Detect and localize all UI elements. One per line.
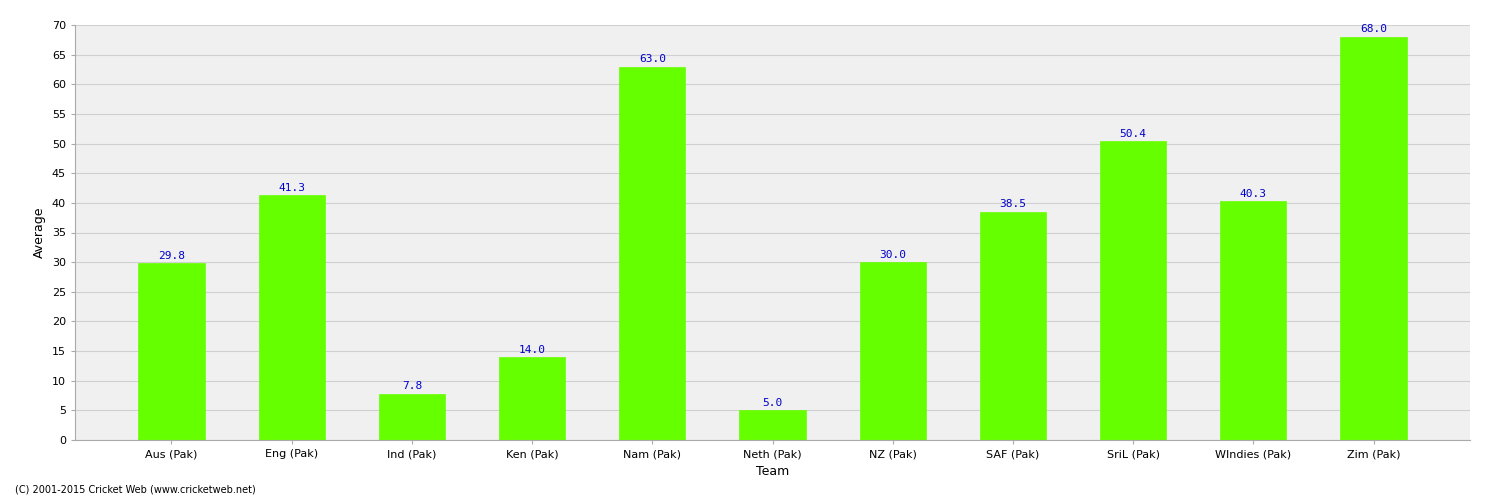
Bar bbox=[258, 195, 324, 440]
Bar bbox=[1100, 141, 1166, 440]
Bar bbox=[138, 264, 204, 440]
Text: 40.3: 40.3 bbox=[1240, 188, 1268, 198]
Bar bbox=[500, 357, 566, 440]
Bar bbox=[1221, 201, 1287, 440]
Text: 29.8: 29.8 bbox=[158, 251, 184, 261]
Text: (C) 2001-2015 Cricket Web (www.cricketweb.net): (C) 2001-2015 Cricket Web (www.cricketwe… bbox=[15, 485, 255, 495]
Bar bbox=[620, 66, 686, 440]
Text: 68.0: 68.0 bbox=[1360, 24, 1388, 34]
X-axis label: Team: Team bbox=[756, 464, 789, 477]
Text: 50.4: 50.4 bbox=[1119, 129, 1146, 139]
Text: 38.5: 38.5 bbox=[999, 200, 1026, 209]
Bar bbox=[859, 262, 926, 440]
Text: 5.0: 5.0 bbox=[762, 398, 783, 408]
Bar bbox=[380, 394, 446, 440]
Text: 41.3: 41.3 bbox=[278, 183, 304, 193]
Text: 14.0: 14.0 bbox=[519, 344, 546, 354]
Bar bbox=[980, 212, 1046, 440]
Text: 63.0: 63.0 bbox=[639, 54, 666, 64]
Y-axis label: Average: Average bbox=[33, 207, 46, 258]
Text: 30.0: 30.0 bbox=[879, 250, 906, 260]
Bar bbox=[1341, 37, 1407, 440]
Text: 7.8: 7.8 bbox=[402, 382, 422, 392]
Bar bbox=[740, 410, 806, 440]
